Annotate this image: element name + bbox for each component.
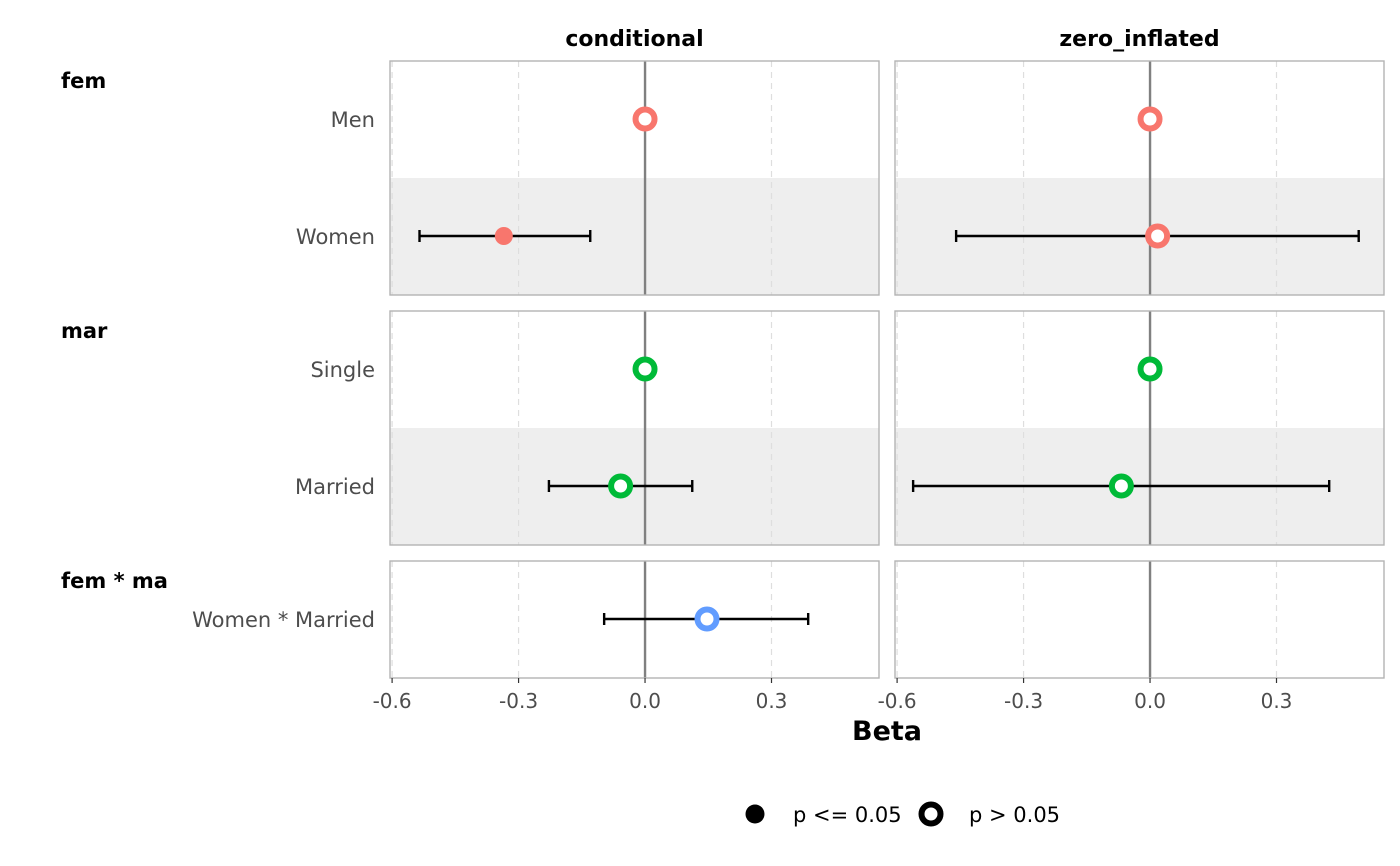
panel-border <box>389 560 880 679</box>
x-tick-label: -0.3 <box>499 689 538 713</box>
legend-key-hollow <box>918 801 944 827</box>
term-label: Women * Married <box>192 608 375 632</box>
facet-title-zero_inflated: zero_inflated <box>1059 27 1219 52</box>
x-axis-title: Beta <box>852 716 922 747</box>
panel-border <box>389 60 880 296</box>
point-estimate <box>1108 473 1134 499</box>
group-label: fem * ma <box>61 569 168 593</box>
term-label: Married <box>295 475 375 499</box>
panel-border <box>389 310 880 546</box>
point-estimate <box>694 606 720 632</box>
point-estimate <box>494 227 513 245</box>
point-estimate <box>632 106 658 132</box>
point-estimate <box>608 473 634 499</box>
x-tick-label: 0.3 <box>756 689 788 713</box>
panel-border <box>894 560 1385 679</box>
group-label: fem <box>61 69 106 93</box>
legend-label: p > 0.05 <box>969 803 1060 827</box>
group-label: mar <box>61 319 108 343</box>
x-tick-label: 0.0 <box>1134 689 1166 713</box>
point-estimate <box>1137 106 1163 132</box>
point-estimate <box>1137 356 1163 382</box>
x-tick-label: -0.3 <box>1004 689 1043 713</box>
x-tick-label: 0.3 <box>1261 689 1293 713</box>
legend-key-filled <box>745 804 765 824</box>
facet-title-conditional: conditional <box>565 27 703 52</box>
point-estimate <box>632 356 658 382</box>
panel-border <box>894 310 1385 546</box>
x-tick-label: -0.6 <box>878 689 917 713</box>
term-label: Men <box>331 108 375 132</box>
term-label: Single <box>310 358 375 382</box>
point-estimate <box>1145 223 1171 249</box>
legend-label: p <= 0.05 <box>793 803 902 827</box>
x-tick-label: -0.6 <box>373 689 412 713</box>
x-tick-label: 0.0 <box>629 689 661 713</box>
term-label: Women <box>296 225 375 249</box>
panel-border <box>894 60 1385 296</box>
